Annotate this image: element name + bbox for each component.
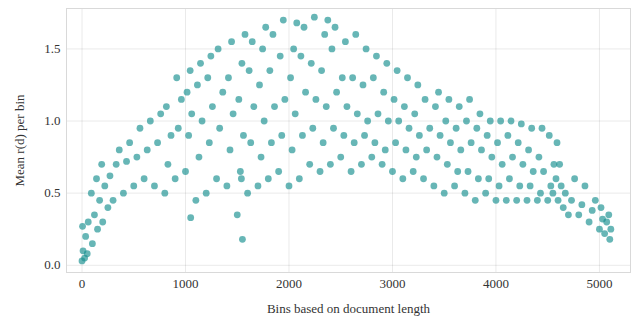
svg-text:0.0: 0.0 — [44, 257, 60, 272]
svg-text:1.5: 1.5 — [44, 41, 60, 56]
svg-text:Mean r(d) per bin: Mean r(d) per bin — [12, 94, 27, 187]
svg-text:4000: 4000 — [483, 276, 509, 291]
svg-text:1000: 1000 — [173, 276, 199, 291]
svg-text:3000: 3000 — [379, 276, 405, 291]
svg-text:Bins based on document length: Bins based on document length — [267, 301, 431, 316]
svg-text:1.0: 1.0 — [44, 113, 60, 128]
svg-text:5000: 5000 — [586, 276, 612, 291]
svg-text:2000: 2000 — [276, 276, 302, 291]
svg-text:0: 0 — [79, 276, 86, 291]
svg-text:0.5: 0.5 — [44, 185, 60, 200]
